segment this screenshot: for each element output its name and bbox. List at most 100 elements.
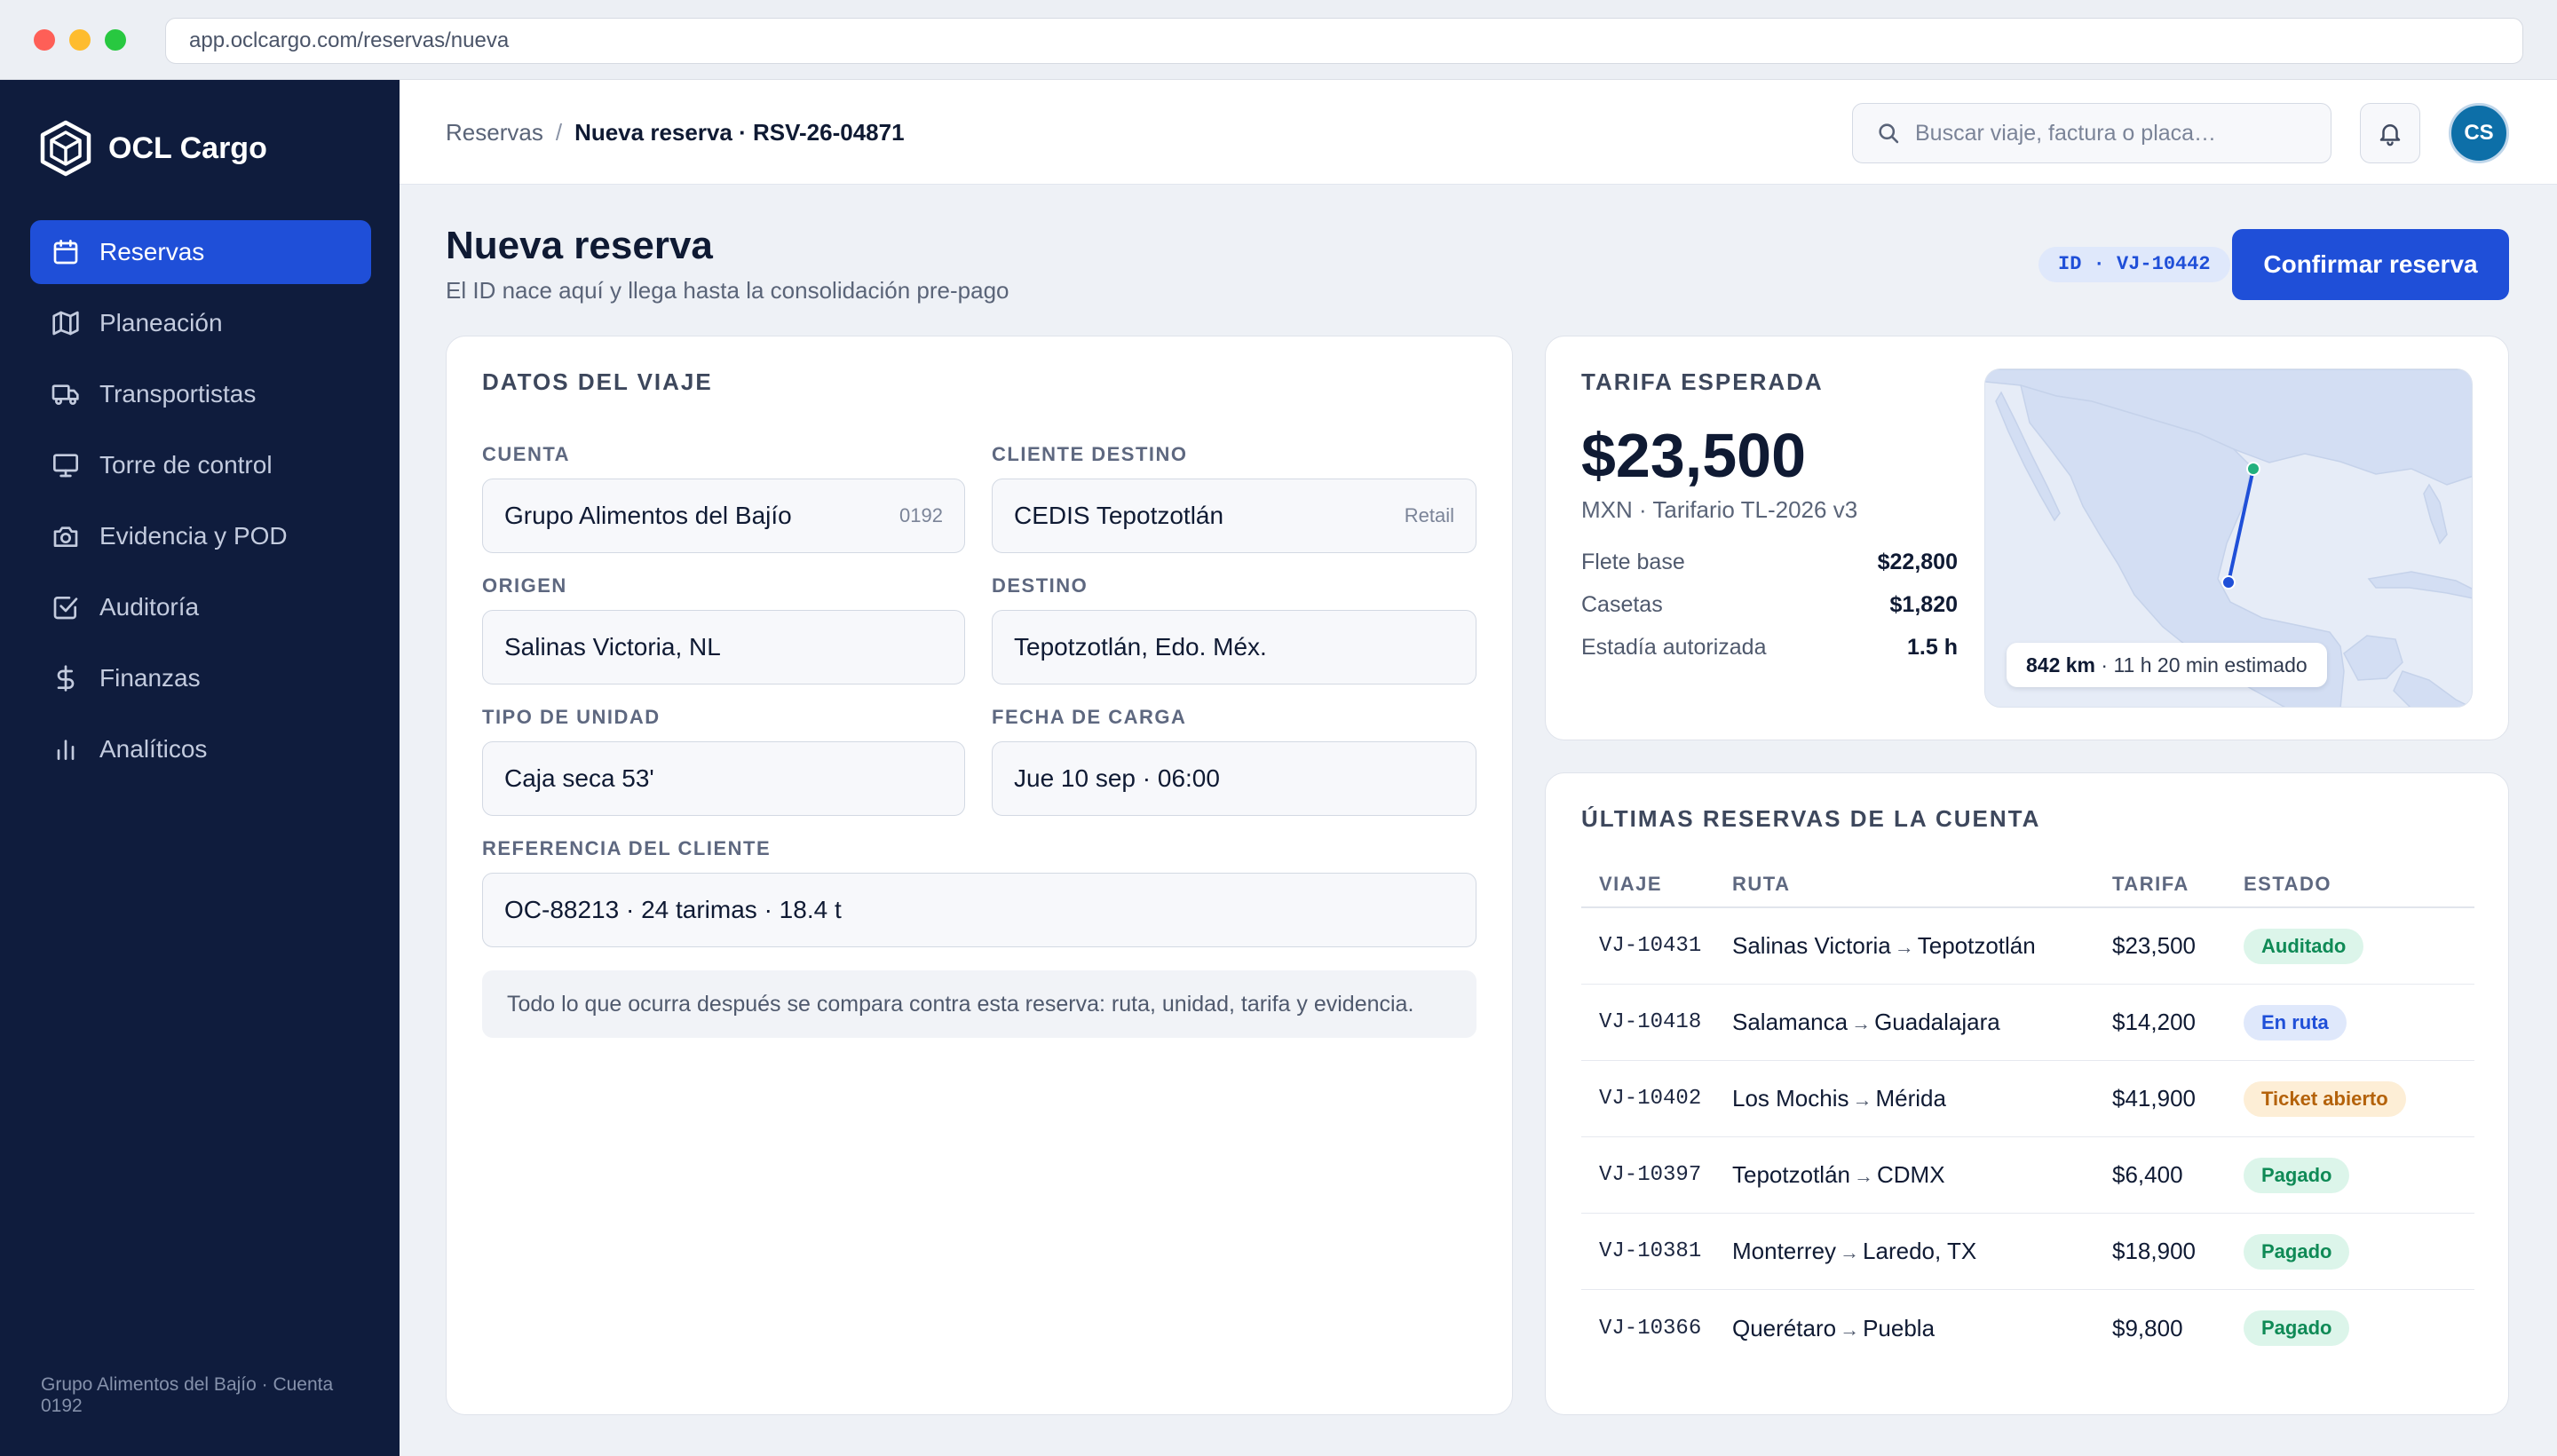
land-cuba	[2367, 571, 2472, 599]
sidebar-item-label: Torre de control	[99, 451, 273, 479]
breakdown-label: Casetas	[1581, 591, 1663, 617]
table-row[interactable]: VJ-10431 Salinas Victoria → Tepotzotlán $2…	[1581, 908, 2474, 985]
column-header-tarifa: TARIFA	[2112, 873, 2189, 895]
minimize-window-button[interactable]	[69, 29, 91, 51]
tariff-amount: $23,500	[1581, 421, 1807, 490]
cuenta-value: Grupo Alimentos del Bajío	[504, 502, 792, 529]
breadcrumb: Reservas / Nueva reserva · RSV-26-04871	[446, 80, 905, 185]
cuenta-field[interactable]: Grupo Alimentos del Bajío 0192	[482, 479, 965, 553]
page-subtitle: El ID nace aquí y llega hasta la consoli…	[446, 277, 1009, 304]
trip-id: VJ-10366	[1599, 1316, 1702, 1341]
breadcrumb-link-reservas[interactable]: Reservas	[446, 118, 543, 146]
breadcrumb-separator: /	[555, 118, 563, 146]
table-header: VIAJE RUTA TARIFA ESTADO	[1581, 862, 2474, 908]
tariff-breakdown: Flete base $22,800 Casetas $1,820 Estadí…	[1581, 541, 1958, 669]
brand-logo-icon	[40, 120, 91, 177]
close-window-button[interactable]	[34, 29, 55, 51]
land-yucatan	[2343, 635, 2403, 681]
referencia-field[interactable]: OC-88213 · 24 tarimas · 18.4 t	[482, 873, 1476, 947]
status-badge: Pagado	[2244, 1233, 2350, 1270]
breakdown-value: 1.5 h	[1907, 634, 1958, 660]
table-row[interactable]: VJ-10366 Querétaro → Puebla $9,800 Pagado	[1581, 1290, 2474, 1366]
trip-id: VJ-10381	[1599, 1239, 1702, 1263]
table-row[interactable]: VJ-10397 Tepotzotlán → CDMX $6,400 Pagado	[1581, 1137, 2474, 1214]
breakdown-row: Estadía autorizada 1.5 h	[1581, 626, 1958, 669]
notifications-button[interactable]	[2360, 103, 2420, 163]
land-florida	[2423, 483, 2448, 545]
breakdown-row: Flete base $22,800	[1581, 541, 1958, 583]
route-map[interactable]: 842 km · 11 h 20 min estimado	[1984, 368, 2473, 708]
cuenta-label: CUENTA	[482, 443, 571, 465]
brand[interactable]: OCL Cargo	[39, 117, 267, 179]
card-title: ÚLTIMAS RESERVAS DE LA CUENTA	[1581, 805, 2041, 832]
recent-reservations-table: VIAJE RUTA TARIFA ESTADO VJ-10431 Salina…	[1581, 862, 2474, 1366]
arrow-icon: →	[1852, 1088, 1872, 1111]
table-row[interactable]: VJ-10402 Los Mochis → Mérida $41,900 Ticke…	[1581, 1061, 2474, 1137]
cliente-destino-label: CLIENTE DESTINO	[992, 443, 1188, 465]
check-square-icon	[51, 593, 80, 621]
land-mexico	[2019, 384, 2345, 707]
sidebar-item-transportistas[interactable]: Transportistas	[30, 362, 371, 426]
trip-id: VJ-10397	[1599, 1163, 1702, 1187]
trip-route: Los Mochis → Mérida	[1732, 1085, 1946, 1112]
topbar: Reservas / Nueva reserva · RSV-26-04871 …	[400, 80, 2557, 185]
sidebar-item-auditoria[interactable]: Auditoría	[30, 575, 371, 639]
monitor-icon	[51, 451, 80, 479]
fecha-carga-label: FECHA DE CARGA	[992, 706, 1187, 728]
breakdown-value: $1,820	[1889, 591, 1958, 617]
trip-tariff: $14,200	[2112, 1009, 2196, 1035]
card-title: TARIFA ESPERADA	[1581, 368, 1824, 395]
status-badge: Pagado	[2244, 1157, 2350, 1193]
sidebar-item-analiticos[interactable]: Analíticos	[30, 717, 371, 781]
column-header-ruta: RUTA	[1732, 873, 1791, 895]
origen-label: ORIGEN	[482, 574, 567, 597]
sidebar-item-reservas[interactable]: Reservas	[30, 220, 371, 284]
fecha-carga-field[interactable]: Jue 10 sep · 06:00	[992, 741, 1476, 816]
destination-marker	[2221, 575, 2236, 590]
sidebar-item-planeacion[interactable]: Planeación	[30, 291, 371, 355]
status-badge: Auditado	[2244, 928, 2364, 964]
referencia-label: REFERENCIA DEL CLIENTE	[482, 837, 772, 859]
destino-value: Tepotzotlán, Edo. Méx.	[1014, 633, 1267, 661]
cuenta-number-tag: 0192	[899, 504, 943, 526]
trip-route: Tepotzotlán → CDMX	[1732, 1161, 1945, 1188]
table-row[interactable]: VJ-10381 Monterrey → Laredo, TX $18,900 Pa…	[1581, 1214, 2474, 1290]
table-row[interactable]: VJ-10418 Salamanca → Guadalajara $14,200 E…	[1581, 985, 2474, 1061]
sidebar-nav: Reservas Planeación Transportistas Torre…	[30, 220, 371, 788]
fecha-carga-value: Jue 10 sep · 06:00	[1014, 764, 1220, 792]
trip-id: VJ-10418	[1599, 1010, 1702, 1034]
trip-tariff: $41,900	[2112, 1085, 2196, 1112]
destino-label: DESTINO	[992, 574, 1089, 597]
arrow-icon: →	[1840, 1318, 1860, 1341]
trip-route: Querétaro → Puebla	[1732, 1314, 1936, 1341]
search-box[interactable]	[1852, 103, 2331, 163]
confirm-reservation-button[interactable]: Confirmar reserva	[2232, 229, 2509, 300]
status-badge: En ruta	[2244, 1004, 2347, 1041]
tipo-unidad-field[interactable]: Caja seca 53'	[482, 741, 965, 816]
expected-tariff-card: TARIFA ESPERADA $23,500 MXN · Tarifario …	[1545, 336, 2509, 740]
sidebar-item-torre-de-control[interactable]: Torre de control	[30, 433, 371, 497]
avatar[interactable]: CS	[2449, 103, 2509, 163]
comparison-note: Todo lo que ocurra después se compara co…	[482, 970, 1476, 1038]
breakdown-label: Flete base	[1581, 549, 1685, 574]
sidebar-account-footer: Grupo Alimentos del Bajío · Cuenta 0192	[41, 1374, 334, 1416]
sidebar-item-evidencia-pod[interactable]: Evidencia y POD	[30, 504, 371, 568]
origin-marker	[2246, 462, 2260, 476]
page-title: Nueva reserva	[446, 224, 713, 267]
destino-field[interactable]: Tepotzotlán, Edo. Méx.	[992, 610, 1476, 684]
tipo-unidad-value: Caja seca 53'	[504, 764, 654, 792]
truck-icon	[51, 380, 80, 408]
maximize-window-button[interactable]	[105, 29, 126, 51]
cliente-destino-field[interactable]: CEDIS Tepotzotlán Retail	[992, 479, 1476, 553]
cliente-destino-value: CEDIS Tepotzotlán	[1014, 502, 1224, 529]
status-badge: Ticket abierto	[2244, 1080, 2406, 1117]
land-central-america	[2393, 670, 2472, 707]
address-bar[interactable]: app.oclcargo.com/reservas/nueva	[165, 18, 2523, 64]
tipo-unidad-label: TIPO DE UNIDAD	[482, 706, 661, 728]
search-input[interactable]	[1915, 120, 2306, 146]
sidebar-item-finanzas[interactable]: Finanzas	[30, 646, 371, 710]
column-header-estado: ESTADO	[2244, 873, 2332, 895]
origen-field[interactable]: Salinas Victoria, NL	[482, 610, 965, 684]
trip-id: VJ-10431	[1599, 934, 1702, 958]
dollar-icon	[51, 664, 80, 692]
